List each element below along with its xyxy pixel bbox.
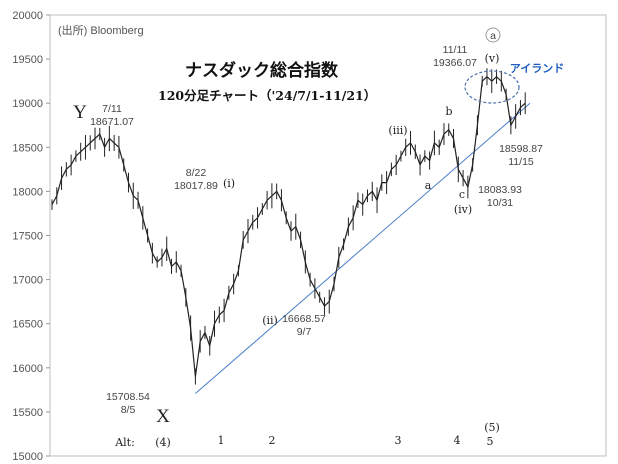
y-tick-label: 20000 <box>12 10 43 22</box>
annotation-aug5: 15708.54 8/5 <box>106 391 150 416</box>
annotation-aug22: 8/22 18017.89 <box>174 167 218 192</box>
alt-label: 2 <box>269 434 276 447</box>
alt-wave-labels: Alt: (4) 1 2 3 4 5(5) <box>114 421 500 449</box>
alt-label: Alt: <box>114 436 135 449</box>
annotation-ii: (ii) <box>262 314 278 327</box>
alt-label: 3 <box>395 434 402 447</box>
annotation-a: a <box>425 179 432 192</box>
annotation-iv: (iv) <box>454 203 472 216</box>
y-tick-label: 15000 <box>12 451 43 463</box>
annotation-circle-a: a <box>490 30 496 42</box>
island-ellipse <box>464 70 520 104</box>
y-tick-label: 19500 <box>12 54 43 66</box>
price-series <box>51 68 526 385</box>
annotation-c: c <box>459 188 465 201</box>
annotation-Y: Y <box>73 102 87 123</box>
price-line <box>51 75 526 377</box>
alt-label: (4) <box>155 436 171 449</box>
y-axis: 15000 15500 16000 16500 17000 17500 18000 18500… <box>12 10 50 463</box>
alt-label: 4 <box>454 434 461 447</box>
y-tick-label: 16500 <box>12 319 43 331</box>
annotation-b: b <box>445 105 452 118</box>
chart-subtitle: 120分足チャート（'24/7/1-11/21） <box>158 88 376 103</box>
y-tick-label: 18500 <box>12 142 43 154</box>
alt-label: 5 <box>487 435 494 448</box>
y-tick-label: 17000 <box>12 275 43 287</box>
annotation-i: (i) <box>223 177 235 190</box>
annotation-jul11: 7/11 18671.07 <box>90 103 134 128</box>
annotations: Y 7/11 18671.07 X 15708.54 8/5 (i) 8/22 18017.89… <box>73 30 564 427</box>
source-label: (出所) Bloomberg <box>58 23 144 37</box>
alt-label: (5) <box>484 421 500 434</box>
chart-title: ナスダック総合指数 <box>185 60 339 81</box>
annotation-sep7: 16668.57 9/7 <box>282 313 326 338</box>
y-tick-label: 16000 <box>12 363 43 375</box>
y-tick-label: 19000 <box>12 98 43 110</box>
annotation-v: (v) <box>485 52 500 65</box>
annotation-island: アイランド <box>510 62 564 75</box>
annotation-iii: (iii) <box>388 124 407 137</box>
y-tick-label: 17500 <box>12 231 43 243</box>
alt-label: 1 <box>218 434 225 447</box>
annotation-X: X <box>156 406 170 427</box>
y-tick-label: 18000 <box>12 186 43 198</box>
annotation-oct31: 18083.93 10/31 <box>478 184 522 209</box>
y-tick-label: 15500 <box>12 407 43 419</box>
annotation-nov15: 18598.87 11/15 <box>499 143 543 168</box>
annotation-nov11: 11/11 19366.07 <box>433 44 477 69</box>
circle-a-marker <box>485 27 501 43</box>
